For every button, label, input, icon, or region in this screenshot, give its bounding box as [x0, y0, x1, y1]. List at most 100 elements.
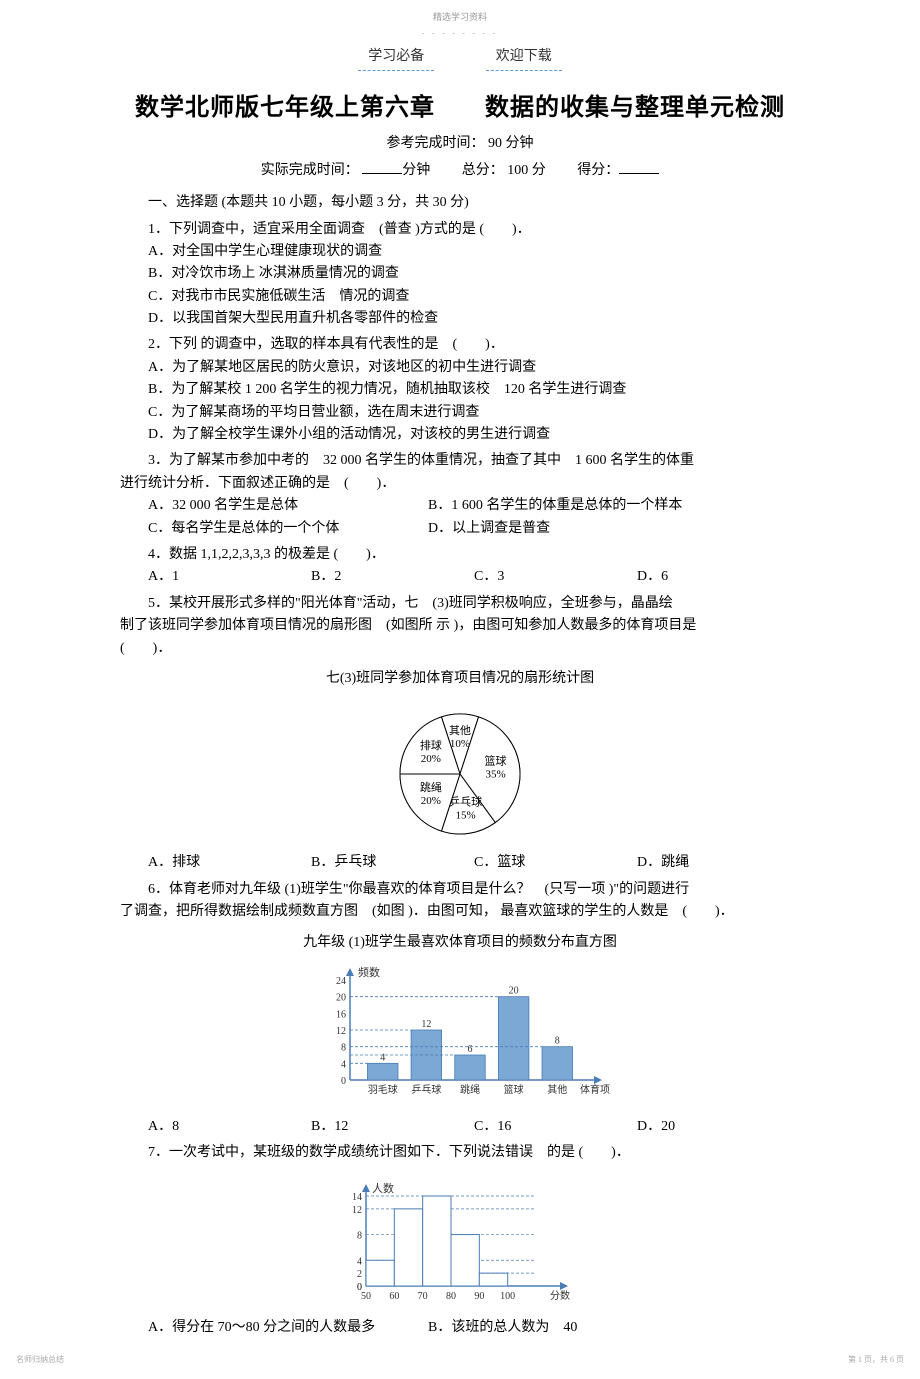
svg-text:90: 90 [474, 1291, 484, 1302]
svg-text:4: 4 [380, 1052, 385, 1063]
header-banner: 学习必备 欢迎下载 [120, 46, 800, 71]
svg-text:篮球: 篮球 [504, 1083, 524, 1096]
q2-A: A．为了解某地区居民的防火意识，对该地区的初中生进行调查 [120, 357, 800, 379]
q4-B: B．2 [311, 566, 474, 588]
svg-text:4: 4 [341, 1059, 346, 1070]
q6-C: C．16 [474, 1116, 637, 1138]
q7-A: A．得分在 70～80 分之间的人数最多 [148, 1317, 428, 1339]
footer-left: 名师归纳总结 [16, 1354, 64, 1367]
q3-stem2: 进行统计分析．下面叙述正确的是 ( )． [120, 473, 800, 495]
q1-stem: 1．下列调查中，适宜采用全面调查 (普查 )方式的是 ( )． [120, 219, 800, 241]
q6-stem1: 6．体育老师对九年级 (1)班学生"你最喜欢的体育项目是什么？ (只写一项 )"… [120, 879, 800, 901]
q2-D: D．为了解全校学生课外小组的活动情况，对该校的男生进行调查 [120, 424, 800, 446]
q3-B: B．1 600 名学生的体重是总体的一个样本 [428, 495, 682, 517]
svg-text:15%: 15% [456, 810, 476, 822]
q5-C: C．篮球 [474, 852, 637, 874]
q7-row: A．得分在 70～80 分之间的人数最多 B．该班的总人数为 40 [120, 1317, 800, 1339]
svg-text:8: 8 [357, 1230, 362, 1241]
doc-title: 数学北师版七年级上第六章 数据的收集与整理单元检测 [120, 89, 800, 127]
time-ref: 参考完成时间： 90 分钟 [120, 133, 800, 155]
svg-text:乒乓球: 乒乓球 [449, 795, 482, 809]
svg-text:频数: 频数 [358, 965, 380, 979]
svg-text:6: 6 [468, 1044, 473, 1055]
svg-text:8: 8 [341, 1043, 346, 1054]
q3-D: D．以上调查是普查 [428, 518, 550, 540]
svg-text:20: 20 [509, 986, 519, 997]
q1-A: A．对全国中学生心理健康现状的调查 [120, 241, 800, 263]
section-1-head: 一、选择题 (本题共 10 小题，每小题 3 分，共 30 分) [120, 192, 800, 214]
svg-text:50: 50 [361, 1291, 371, 1302]
svg-text:12: 12 [352, 1205, 362, 1216]
svg-text:14: 14 [352, 1192, 362, 1203]
q6-D: D．20 [637, 1116, 800, 1138]
q5-caption: 七(3)班同学参加体育项目情况的扇形统计图 [120, 668, 800, 690]
q3-stem1: 3．为了解某市参加中考的 32 000 名学生的体重情况，抽查了其中 1 600… [120, 450, 800, 472]
svg-text:乒乓球: 乒乓球 [411, 1083, 441, 1096]
svg-text:跳绳: 跳绳 [460, 1083, 480, 1096]
svg-text:篮球: 篮球 [485, 754, 507, 768]
q5-opts: A．排球 B．乒乓球 C．篮球 D．跳绳 [120, 852, 800, 874]
footer-right: 第 1 页，共 6 页 [848, 1354, 904, 1367]
svg-text:20%: 20% [421, 753, 441, 765]
q2-stem: 2．下列 的调查中，选取的样本具有代表性的是 ( )． [120, 334, 800, 356]
svg-text:其他: 其他 [547, 1083, 567, 1096]
q1-B: B．对冷饮市场上 冰淇淋质量情况的调查 [120, 263, 800, 285]
q3-A: A．32 000 名学生是总体 [148, 495, 428, 517]
svg-text:体育项目: 体育项目 [580, 1083, 610, 1096]
q6-opts: A．8 B．12 C．16 D．20 [120, 1116, 800, 1138]
svg-text:20%: 20% [421, 796, 441, 808]
pie-chart: 其他10%篮球35%乒乓球15%跳绳20%排球20% [380, 696, 540, 846]
top-note: 精选学习资料 [120, 10, 800, 24]
q4-D: D．6 [637, 566, 800, 588]
svg-text:24: 24 [336, 976, 346, 987]
bar-chart-1: 频数 0 4 8 12 16 20 24 4 羽毛球 12 乒乓球 6 跳绳 20 篮球 8 其他体育项目 [310, 960, 610, 1110]
svg-text:分数: 分数 [550, 1289, 570, 1302]
q5-A: A．排球 [148, 852, 311, 874]
q4-stem: 4．数据 1,1,2,2,3,3,3 的极差是 ( )． [120, 544, 800, 566]
bar1-wrap: 频数 0 4 8 12 16 20 24 4 羽毛球 12 乒乓球 6 跳绳 20 篮球 8 其他体育项目 [120, 960, 800, 1110]
q5-B: B．乒乓球 [311, 852, 474, 874]
q5-stem2: 制了该班同学参加体育项目情况的扇形图 (如图所 示 )，由图可知参加人数最多的体… [120, 615, 800, 637]
bar-chart-2: 人数024812145060708090100分数 [330, 1171, 590, 1311]
q7-B: B．该班的总人数为 40 [428, 1317, 577, 1339]
q3-row1: A．32 000 名学生是总体 B．1 600 名学生的体重是总体的一个样本 [120, 495, 800, 517]
q6-stem2: 了调查，把所得数据绘制成频数直方图 (如图 )．由图可知， 最喜欢篮球的学生的人… [120, 901, 800, 923]
pie-chart-wrap: 其他10%篮球35%乒乓球15%跳绳20%排球20% [120, 696, 800, 846]
q3-C: C．每名学生是总体的一个个体 [148, 518, 428, 540]
q6-B: B．12 [311, 1116, 474, 1138]
q5-D: D．跳绳 [637, 852, 800, 874]
svg-text:20: 20 [336, 993, 346, 1004]
svg-text:60: 60 [389, 1291, 399, 1302]
q7-stem: 7．一次考试中，某班级的数学成绩统计图如下．下列说法错误 的是 ( )． [120, 1142, 800, 1164]
svg-text:10%: 10% [450, 738, 470, 750]
banner-left: 学习必备 [358, 46, 434, 71]
q6-caption: 九年级 (1)班学生最喜欢体育项目的频数分布直方图 [120, 932, 800, 954]
q2-C: C．为了解某商场的平均日营业额，选在周末进行调查 [120, 402, 800, 424]
svg-text:8: 8 [555, 1036, 560, 1047]
svg-text:12: 12 [421, 1019, 431, 1030]
svg-text:羽毛球: 羽毛球 [368, 1083, 398, 1096]
q4-A: A．1 [148, 566, 311, 588]
svg-text:80: 80 [446, 1291, 456, 1302]
q5-stem1: 5．某校开展形式多样的"阳光体育"活动，七 (3)班同学积极响应，全班参与，晶晶… [120, 593, 800, 615]
q5-stem3: ( )． [120, 638, 800, 660]
svg-text:12: 12 [336, 1026, 346, 1037]
svg-text:2: 2 [357, 1269, 362, 1280]
svg-text:4: 4 [357, 1256, 362, 1267]
q4-opts: A．1 B．2 C．3 D．6 [120, 566, 800, 588]
svg-text:0: 0 [341, 1076, 346, 1087]
dots-decor: - - - - - - - - [120, 28, 800, 39]
q6-A: A．8 [148, 1116, 311, 1138]
q1-C: C．对我市市民实施低碳生活 情况的调查 [120, 286, 800, 308]
svg-text:100: 100 [500, 1291, 515, 1302]
q2-B: B．为了解某校 1 200 名学生的视力情况，随机抽取该校 120 名学生进行调… [120, 379, 800, 401]
svg-text:跳绳: 跳绳 [420, 781, 442, 795]
bar2-wrap: 人数024812145060708090100分数 [120, 1171, 800, 1311]
svg-text:70: 70 [418, 1291, 428, 1302]
svg-text:16: 16 [336, 1009, 346, 1020]
banner-right: 欢迎下载 [486, 46, 562, 71]
q4-C: C．3 [474, 566, 637, 588]
svg-text:人数: 人数 [372, 1182, 394, 1195]
svg-text:其他: 其他 [449, 724, 471, 737]
q3-row2: C．每名学生是总体的一个个体 D．以上调查是普查 [120, 518, 800, 540]
